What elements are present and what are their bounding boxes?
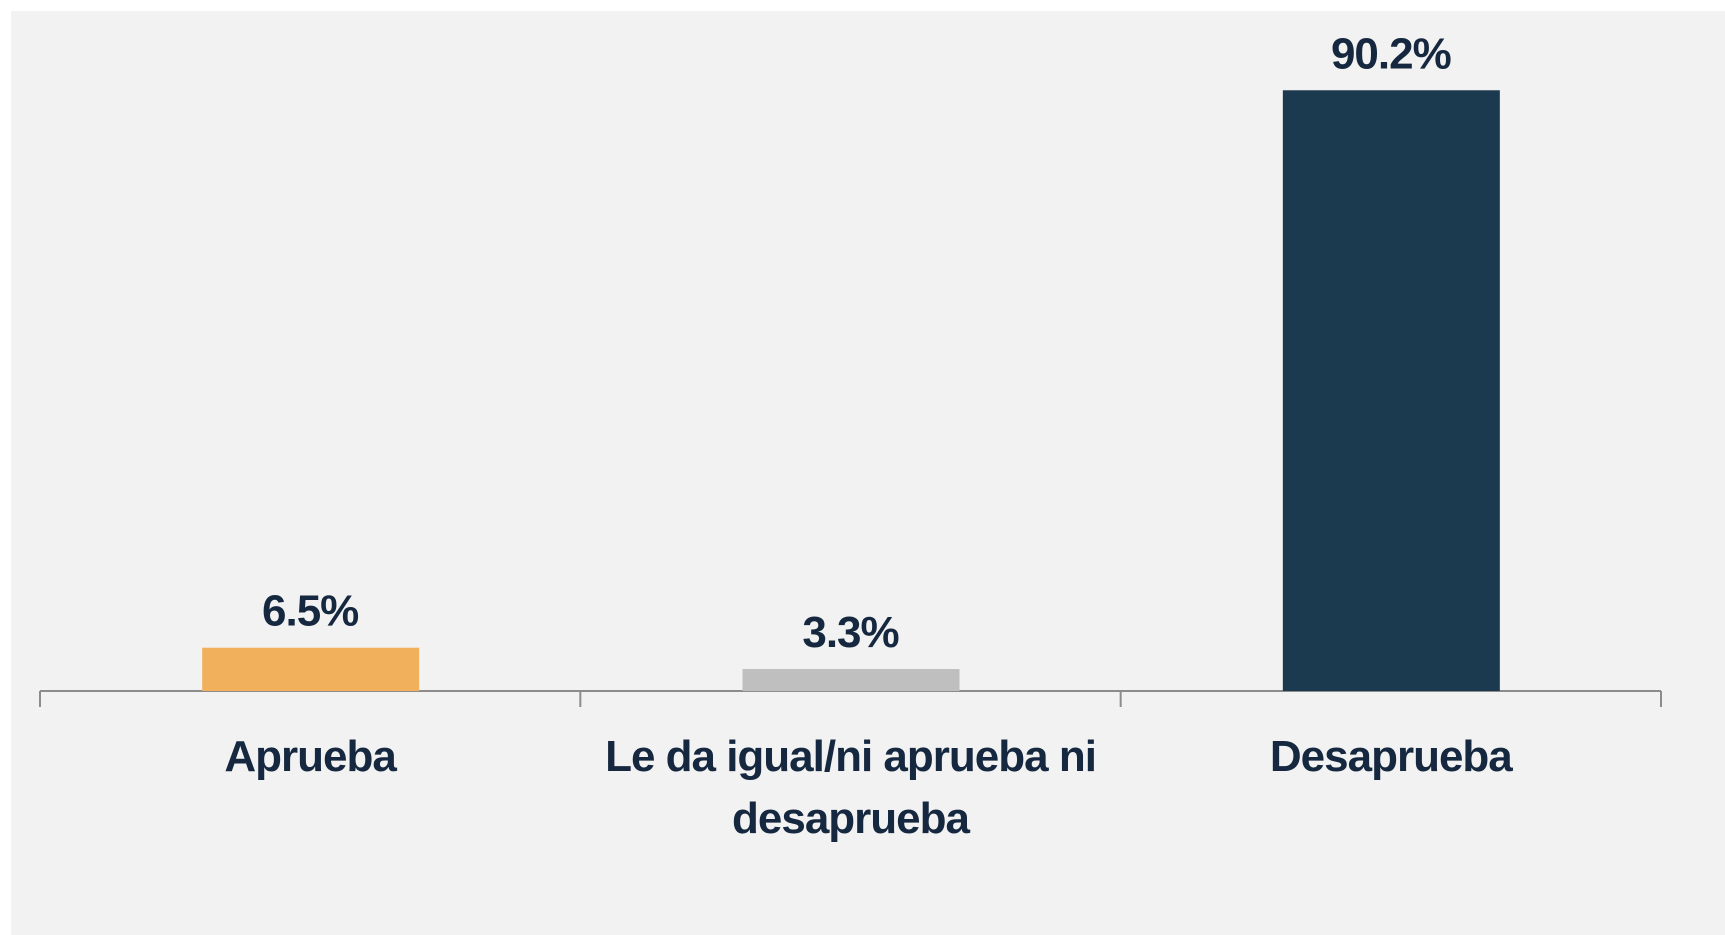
value-label: 3.3%: [802, 608, 898, 657]
x-tick-label: Le da igual/ni aprueba ni desaprueba: [605, 732, 1097, 843]
x-tick-label: Aprueba: [224, 732, 396, 781]
value-label: 90.2%: [1331, 29, 1451, 78]
x-tick-label: Desaprueba: [1269, 732, 1513, 781]
value-label: 6.5%: [262, 587, 358, 636]
bar: [202, 647, 420, 691]
bar: [1282, 90, 1500, 691]
bar: [742, 669, 960, 691]
